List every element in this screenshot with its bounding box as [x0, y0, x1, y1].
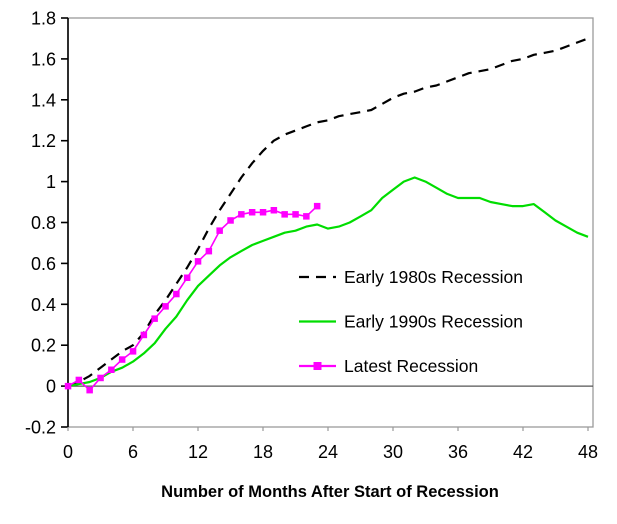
series-marker-latest-recession: [118, 356, 126, 363]
series-marker-latest-recession: [303, 213, 310, 220]
x-tick-label: 0: [63, 442, 73, 462]
x-axis-title: Number of Months After Start of Recessio…: [161, 483, 499, 501]
x-tick-label: 42: [513, 442, 533, 462]
y-tick-label: 0.8: [31, 213, 56, 233]
series-marker-latest-recession: [140, 331, 148, 339]
series-marker-latest-recession: [259, 209, 267, 216]
y-tick-label: 0.4: [31, 295, 56, 315]
series-marker-latest-recession: [97, 374, 104, 382]
series-line-early-1980s-recession: [67, 37, 589, 388]
x-tick-label: 6: [128, 442, 138, 462]
legend-label-early-1990s-recession: Early 1990s Recession: [344, 312, 523, 332]
y-tick-label: 1.6: [31, 49, 56, 69]
series-marker-latest-recession: [313, 202, 321, 210]
series-marker-latest-recession: [173, 290, 180, 298]
x-tick-label: 12: [188, 442, 208, 462]
y-tick-label: 1: [46, 172, 56, 192]
series-marker-latest-recession: [270, 207, 278, 214]
series-marker-latest-recession: [183, 274, 191, 281]
series-marker-latest-recession: [205, 247, 213, 255]
series-marker-latest-recession: [86, 386, 93, 394]
series-marker-latest-recession: [292, 211, 299, 218]
x-tick-label: 36: [448, 442, 468, 462]
series-marker-latest-recession: [162, 303, 169, 310]
series-line-early-1990s-recession: [67, 176, 589, 388]
legend-sample-marker-latest-recession: [313, 362, 322, 370]
series-marker-latest-recession: [151, 315, 158, 322]
x-tick-label: 24: [318, 442, 338, 462]
series-marker-latest-recession: [238, 211, 245, 218]
series-marker-latest-recession: [216, 227, 223, 234]
y-tick-label: -0.2: [25, 418, 56, 438]
y-tick-label: 1.8: [31, 9, 56, 29]
series-marker-latest-recession: [281, 211, 288, 218]
y-tick-label: 0.2: [31, 336, 56, 356]
series-marker-latest-recession: [227, 217, 234, 224]
series-marker-latest-recession: [194, 258, 202, 265]
y-tick-label: 0: [46, 377, 56, 397]
series-marker-latest-recession: [108, 366, 115, 373]
y-tick-label: 0.6: [31, 254, 56, 274]
x-tick-label: 30: [383, 442, 403, 462]
legend-label-latest-recession: Latest Recession: [344, 356, 478, 376]
series-marker-latest-recession: [75, 376, 83, 384]
y-tick-label: 1.2: [31, 131, 56, 151]
x-tick-label: 48: [578, 442, 598, 462]
series-marker-latest-recession: [248, 209, 256, 216]
y-tick-label: 1.4: [31, 90, 56, 110]
x-tick-label: 18: [253, 442, 273, 462]
series-marker-latest-recession: [64, 382, 72, 390]
series-marker-latest-recession: [129, 348, 137, 355]
legend-label-early-1980s-recession: Early 1980s Recession: [344, 267, 523, 287]
